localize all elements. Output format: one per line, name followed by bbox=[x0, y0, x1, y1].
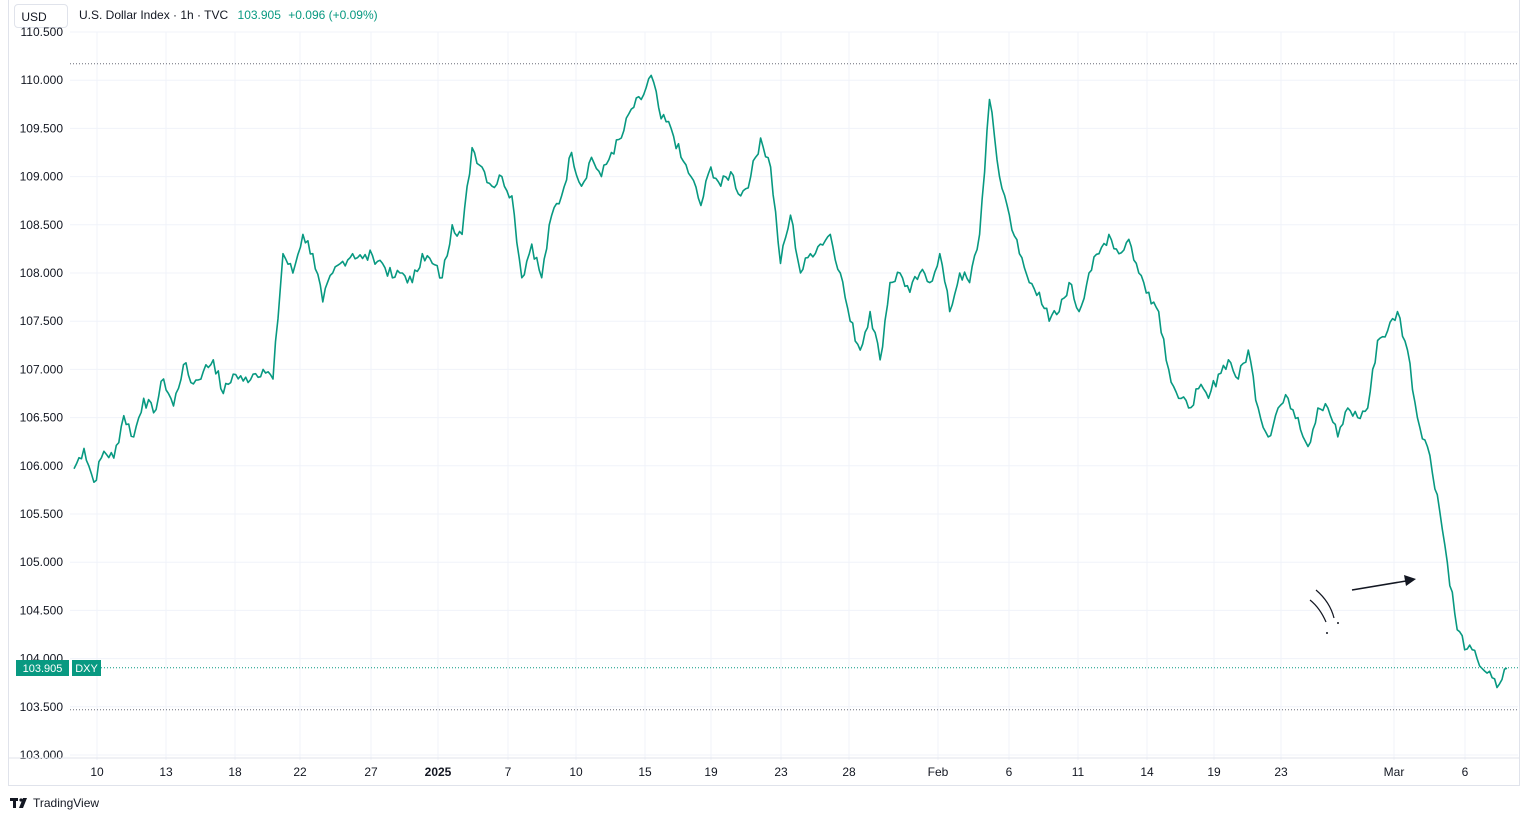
reference-lines bbox=[70, 63, 1518, 711]
y-tick-label: 109.000 bbox=[20, 170, 64, 184]
brand[interactable]: TradingView bbox=[10, 795, 99, 811]
brand-name: TradingView bbox=[33, 796, 100, 810]
x-tick-label: 23 bbox=[1274, 765, 1288, 779]
scribble-stroke bbox=[1309, 599, 1327, 623]
x-tick-label: 6 bbox=[1462, 765, 1469, 779]
y-tick-label: 104.500 bbox=[20, 603, 64, 617]
last-price-label: 103.905 DXY bbox=[16, 660, 101, 676]
price-label-value: 103.905 bbox=[23, 663, 63, 675]
arrow-head-icon bbox=[1404, 575, 1416, 586]
y-axis: 110.500 110.000 109.500 109.000 108.500 108.0… bbox=[20, 25, 64, 762]
scribble-dot bbox=[1337, 622, 1339, 624]
x-tick-label: 2025 bbox=[425, 765, 452, 779]
y-tick-label: 110.000 bbox=[21, 73, 64, 87]
x-tick-label: 6 bbox=[1006, 765, 1013, 779]
x-tick-label: 10 bbox=[90, 765, 104, 779]
tradingview-logo-icon bbox=[10, 798, 27, 808]
price-line bbox=[73, 74, 1508, 689]
y-tick-label: 103.000 bbox=[20, 748, 64, 762]
symbol-title[interactable]: U.S. Dollar Index · 1h · TVC bbox=[79, 8, 229, 22]
y-tick-label: 110.500 bbox=[21, 25, 64, 39]
y-tick-label: 106.000 bbox=[20, 459, 64, 473]
x-tick-label: 19 bbox=[1207, 765, 1221, 779]
chart-legend: U.S. Dollar Index · 1h · TVC 103.905 +0.… bbox=[79, 7, 378, 23]
x-tick-label: 19 bbox=[704, 765, 718, 779]
y-tick-label: 105.500 bbox=[20, 507, 64, 521]
y-tick-label: 107.000 bbox=[20, 362, 64, 376]
y-tick-label: 105.000 bbox=[20, 555, 64, 569]
chart-frame bbox=[8, 0, 1520, 786]
arrow-shaft bbox=[1351, 579, 1413, 591]
x-tick-label: 27 bbox=[364, 765, 378, 779]
symbol-label-box bbox=[72, 660, 101, 676]
price-label-box bbox=[16, 660, 69, 676]
x-tick-label: 18 bbox=[228, 765, 242, 779]
x-tick-label: 22 bbox=[293, 765, 307, 779]
x-tick-label: Mar bbox=[1384, 765, 1405, 779]
y-tick-label: 106.500 bbox=[20, 411, 64, 425]
user-drawing[interactable] bbox=[1309, 575, 1416, 634]
price-chart[interactable]: 110.500 110.000 109.500 109.000 108.500 108.0… bbox=[0, 0, 1528, 790]
x-tick-label: 11 bbox=[1072, 765, 1085, 779]
x-tick-label: Feb bbox=[928, 765, 949, 779]
last-value: 103.905 bbox=[237, 8, 281, 22]
x-tick-label: 23 bbox=[774, 765, 788, 779]
x-tick-label: 7 bbox=[505, 765, 512, 779]
y-tick-label: 108.000 bbox=[20, 266, 64, 280]
x-tick-label: 28 bbox=[842, 765, 856, 779]
x-tick-label: 14 bbox=[1140, 765, 1154, 779]
currency-button-label: USD bbox=[21, 10, 47, 24]
x-tick-label: 10 bbox=[569, 765, 583, 779]
y-tick-label: 103.500 bbox=[20, 700, 64, 714]
scribble-dot bbox=[1326, 632, 1328, 634]
symbol-label: DXY bbox=[75, 663, 98, 675]
x-tick-label: 13 bbox=[159, 765, 173, 779]
price-change: +0.096 (+0.09%) bbox=[288, 8, 378, 22]
y-tick-label: 109.500 bbox=[20, 121, 64, 135]
scribble-stroke bbox=[1315, 589, 1335, 619]
grid bbox=[70, 31, 1518, 760]
currency-button[interactable]: USD bbox=[14, 4, 68, 28]
y-tick-label: 108.500 bbox=[20, 218, 64, 232]
x-axis: 10 13 18 22 27 2025 7 10 15 19 23 28 Feb 6 11 14 19 23 Mar… bbox=[8, 757, 1520, 779]
x-tick-label: 15 bbox=[638, 765, 652, 779]
y-tick-label: 107.500 bbox=[20, 314, 64, 328]
